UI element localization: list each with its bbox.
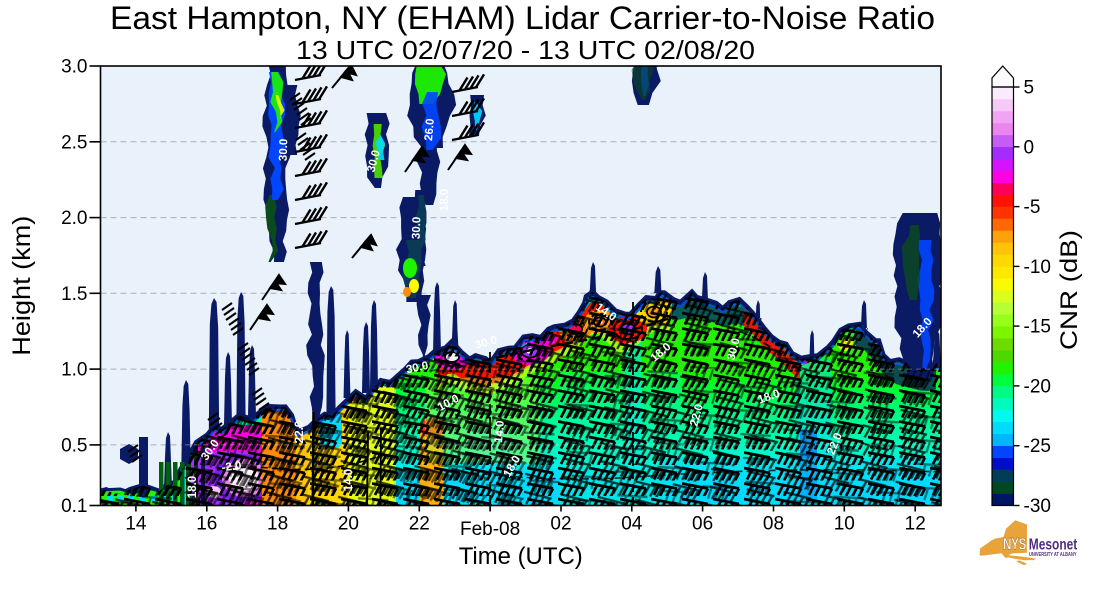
svg-text:26.0: 26.0: [423, 118, 437, 141]
svg-text:30.0: 30.0: [278, 138, 291, 161]
svg-text:1.5: 1.5: [61, 284, 87, 305]
svg-text:0: 0: [1024, 137, 1035, 158]
svg-text:-15: -15: [1024, 317, 1051, 338]
svg-text:Height (km): Height (km): [8, 216, 36, 356]
svg-text:-5: -5: [1024, 197, 1041, 218]
svg-text:30.0: 30.0: [725, 337, 742, 362]
svg-text:-2.0: -2.0: [221, 460, 242, 475]
svg-text:22: 22: [409, 514, 430, 535]
svg-text:3.0: 3.0: [61, 57, 87, 78]
svg-text:0.1: 0.1: [61, 496, 87, 517]
svg-text:30.0: 30.0: [365, 149, 382, 174]
svg-text:14.0: 14.0: [493, 420, 507, 443]
svg-text:12: 12: [905, 514, 926, 535]
svg-text:04: 04: [621, 514, 643, 535]
svg-text:2.0: 2.0: [61, 208, 87, 229]
svg-text:30.0: 30.0: [474, 334, 499, 351]
svg-text:30.0: 30.0: [405, 360, 429, 376]
svg-text:CNR (dB): CNR (dB): [1056, 230, 1083, 350]
svg-text:14: 14: [125, 514, 147, 535]
svg-text:2.5: 2.5: [61, 132, 87, 153]
svg-text:1.0: 1.0: [61, 360, 87, 381]
svg-text:-20: -20: [1024, 376, 1051, 397]
svg-text:22.0: 22.0: [294, 421, 306, 443]
svg-text:Mesonet: Mesonet: [1029, 537, 1078, 554]
svg-text:-25: -25: [1024, 436, 1051, 457]
svg-text:-10: -10: [1024, 257, 1051, 278]
svg-text:Time (UTC): Time (UTC): [459, 543, 583, 570]
svg-text:10: 10: [834, 514, 855, 535]
svg-text:13 UTC 02/07/20 - 13 UTC 02/08: 13 UTC 02/07/20 - 13 UTC 02/08/20: [296, 37, 755, 65]
svg-text:5: 5: [1024, 78, 1035, 99]
svg-text:08: 08: [763, 514, 784, 535]
svg-text:14.0: 14.0: [343, 469, 355, 491]
svg-text:20: 20: [338, 514, 359, 535]
svg-text:Feb-08: Feb-08: [460, 519, 520, 540]
svg-text:18.0: 18.0: [187, 476, 199, 498]
svg-text:30.0: 30.0: [411, 216, 424, 239]
svg-text:06: 06: [692, 514, 713, 535]
svg-text:02: 02: [550, 514, 571, 535]
svg-text:18: 18: [267, 514, 288, 535]
svg-text:22.0: 22.0: [688, 403, 705, 428]
svg-text:UNIVERSITY AT ALBANY: UNIVERSITY AT ALBANY: [1029, 552, 1077, 558]
svg-text:0.5: 0.5: [61, 435, 87, 456]
svg-text:18.0: 18.0: [439, 189, 451, 211]
svg-text:-30: -30: [1024, 496, 1051, 517]
svg-text:16: 16: [196, 514, 217, 535]
svg-text:East Hampton, NY (EHAM) Lidar: East Hampton, NY (EHAM) Lidar Carrier-to…: [110, 0, 935, 36]
svg-text:NYS: NYS: [1003, 535, 1026, 554]
